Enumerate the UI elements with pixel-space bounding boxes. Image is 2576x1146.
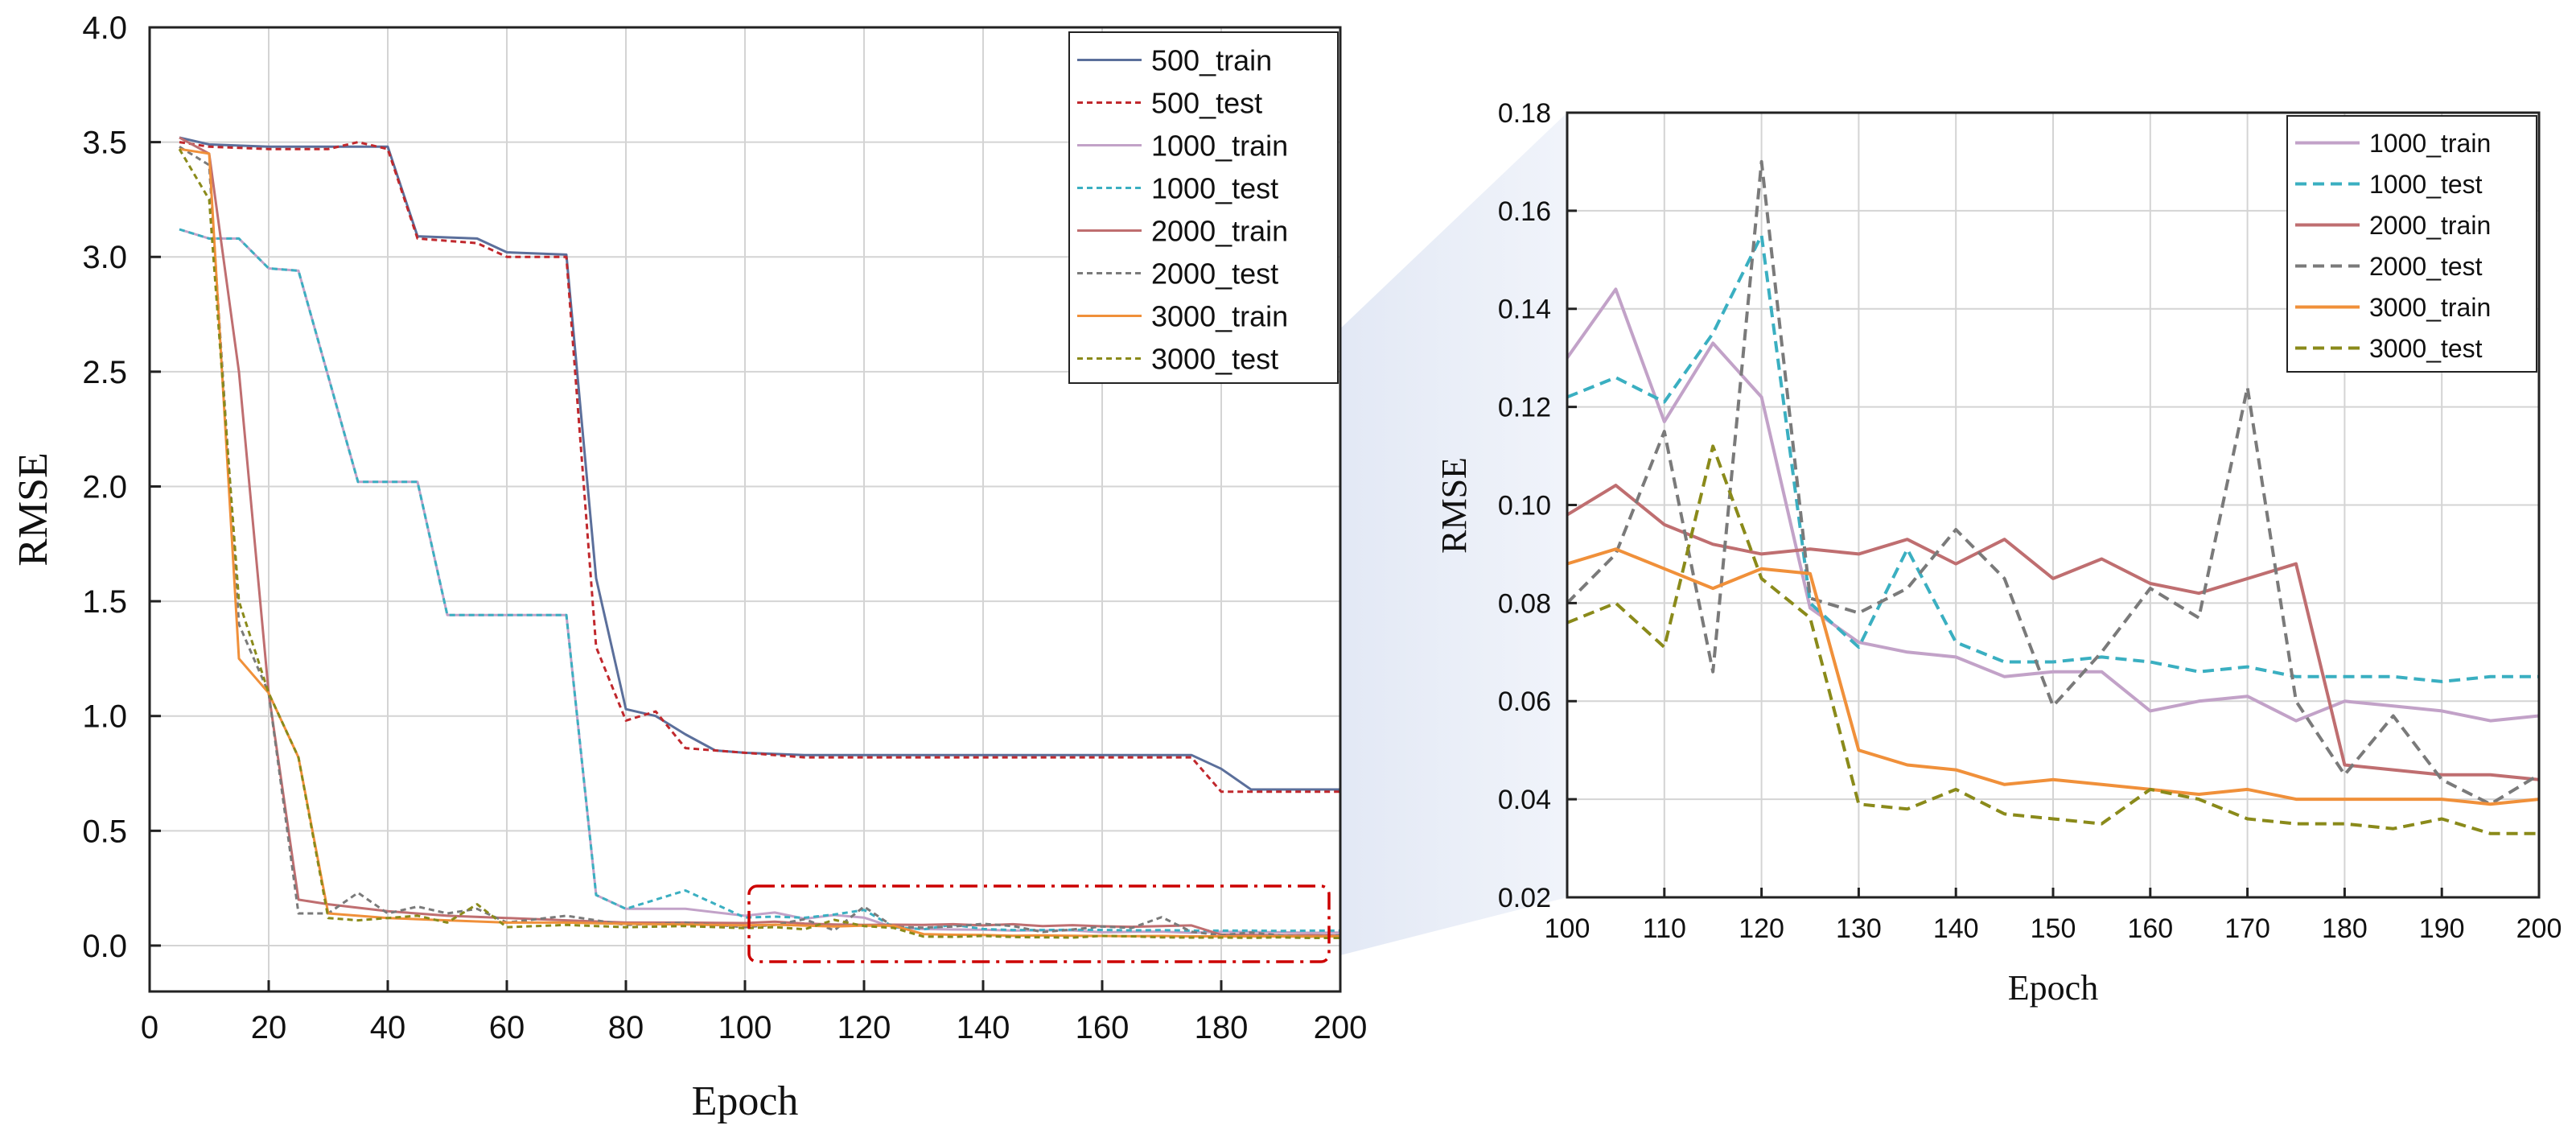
series-line-1000-train	[1567, 287, 2539, 723]
legend-label: 1000_train	[1151, 129, 1288, 162]
x-tick-label: 180	[1195, 1010, 1249, 1045]
y-tick-label: 3.0	[82, 240, 127, 275]
legend-label: 500_test	[1151, 86, 1262, 119]
series-line-3000-test	[1567, 444, 2539, 835]
y-tick-label: 0.0	[82, 929, 127, 964]
x-tick-label: 190	[2419, 913, 2465, 944]
legend-label: 1000_test	[1151, 171, 1278, 204]
x-tick-label: 120	[837, 1010, 891, 1045]
series-line-1000-test	[1567, 233, 2539, 683]
x-tick-label: 160	[2127, 913, 2173, 944]
y-tick-label: 0.10	[1498, 490, 1551, 521]
y-tick-label: 0.5	[82, 814, 127, 849]
series-line-3000-test	[178, 148, 1340, 939]
x-tick-label: 80	[608, 1010, 644, 1045]
y-tick-label: 0.08	[1498, 588, 1551, 619]
y-tick-label: 3.5	[82, 126, 127, 161]
y-tick-label: 0.18	[1498, 98, 1551, 129]
zoom-highlight-box	[747, 884, 1331, 963]
x-tick-label: 40	[370, 1010, 406, 1045]
main-x-axis-label: Epoch	[692, 1078, 799, 1124]
y-tick-label: 1.0	[82, 699, 127, 735]
y-tick-label: 0.02	[1498, 883, 1551, 913]
zoom-legend: 1000_train 1000_test 2000_train 2000_test 30…	[2286, 115, 2537, 373]
x-tick-label: 20	[251, 1010, 287, 1045]
x-tick-label: 100	[718, 1010, 772, 1045]
x-tick-label: 150	[2031, 913, 2076, 944]
legend-label: 2000_train	[1151, 214, 1288, 247]
y-tick-label: 0.12	[1498, 393, 1551, 423]
legend-label: 3000_test	[1151, 342, 1278, 375]
main-series	[178, 136, 1340, 939]
zoom-y-axis-label: RMSE	[1434, 457, 1474, 554]
main-ticks: 0 20 40 60 80 100 120 140 160 180 200 0.0 0.5 1.0 1.5 2…	[82, 10, 1367, 1045]
y-tick-label: 2.0	[82, 469, 127, 505]
x-tick-label: 140	[957, 1010, 1010, 1045]
series-line-3000-train	[1567, 547, 2539, 806]
legend-box	[2286, 115, 2537, 373]
zoom-series	[1567, 159, 2539, 835]
legend-label: 2000_test	[1151, 257, 1278, 290]
series-line-1000-test	[179, 228, 1340, 933]
zoom-ticks: 100 110 120 130 140 150 160 170 180 190 200 0.02 0.0…	[1498, 98, 2562, 944]
legend-label: 500_train	[1151, 43, 1272, 76]
legend-label: 1000_test	[2369, 170, 2483, 199]
x-tick-label: 200	[1314, 1010, 1368, 1045]
legend-label: 1000_train	[2369, 129, 2491, 158]
zoom-x-axis-label: Epoch	[2008, 968, 2098, 1008]
y-tick-label: 2.5	[82, 355, 127, 390]
legend-label: 2000_train	[2369, 211, 2491, 240]
x-tick-label: 170	[2224, 913, 2270, 944]
y-tick-label: 0.06	[1498, 686, 1551, 717]
y-tick-label: 1.5	[82, 584, 127, 620]
x-tick-label: 60	[489, 1010, 525, 1045]
x-tick-label: 180	[2322, 913, 2368, 944]
x-tick-label: 100	[1545, 913, 1590, 944]
legend-label: 3000_train	[1151, 299, 1288, 332]
x-tick-label: 140	[1933, 913, 1979, 944]
y-tick-label: 4.0	[82, 10, 127, 46]
series-line-500-train	[179, 136, 1340, 791]
main-legend: 500_train 500_test 1000_train 1000_test 2000…	[1068, 31, 1339, 384]
x-tick-label: 120	[1739, 913, 1784, 944]
series-line-500-test	[179, 141, 1340, 794]
main-chart: 0 20 40 60 80 100 120 140 160 180 200 0.0 0.5 1.0 1.5 2…	[10, 10, 1367, 1124]
zoom-chart: 100 110 120 130 140 150 160 170 180 190 200 0.02 0.0…	[1434, 98, 2562, 1008]
y-tick-label: 0.14	[1498, 295, 1551, 325]
series-line-2000-train	[1567, 484, 2539, 781]
y-tick-label: 0.16	[1498, 196, 1551, 227]
x-tick-label: 110	[1643, 913, 1686, 944]
x-tick-label: 160	[1076, 1010, 1130, 1045]
x-tick-label: 200	[2516, 913, 2562, 944]
legend-label: 3000_test	[2369, 334, 2483, 363]
x-tick-label: 130	[1836, 913, 1882, 944]
main-y-axis-label: RMSE	[10, 452, 56, 567]
legend-label: 3000_train	[2369, 293, 2491, 322]
y-tick-label: 0.04	[1498, 785, 1551, 815]
x-tick-label: 0	[141, 1010, 158, 1045]
legend-label: 2000_test	[2369, 252, 2483, 281]
legend-box	[1068, 31, 1339, 384]
